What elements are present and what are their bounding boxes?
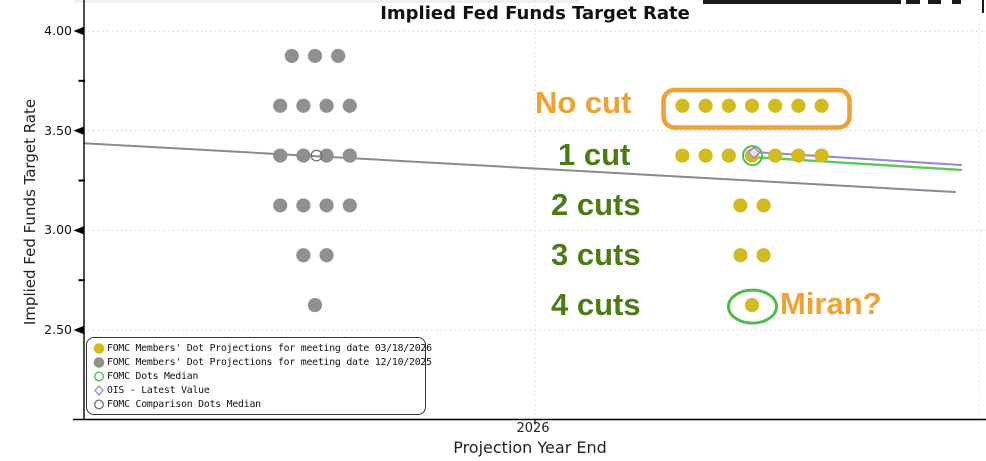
gray-dot — [296, 198, 311, 213]
gray-dot — [331, 48, 346, 64]
gray-dot — [273, 98, 288, 113]
no-cut-highlight-box — [661, 87, 852, 130]
legend-item: FOMC Members' Dot Projections for meetin… — [93, 355, 432, 369]
annotation-3-cuts: 3 cuts — [551, 237, 641, 272]
gray-dot — [307, 297, 323, 313]
legend-item-label: OIS - Latest Value — [107, 384, 210, 396]
gray-dot — [319, 148, 334, 163]
yellow-dot — [721, 98, 736, 113]
trend-line-path-green — [749, 155, 963, 172]
fomc-comparison-median-marker — [310, 149, 323, 162]
legend-item-label: FOMC Members' Dot Projections for meetin… — [107, 356, 432, 368]
y-tick-arrow — [73, 325, 84, 335]
yellow-dot — [768, 98, 783, 113]
yellow-dot — [744, 98, 760, 113]
trend-line-ois-forward-curve-gray — [83, 142, 956, 194]
trend-line-path-purple — [753, 150, 962, 166]
y-tick-arrow — [73, 226, 84, 235]
gray-dot — [342, 198, 357, 213]
legend-item-label: FOMC Comparison Dots Median — [107, 398, 261, 410]
chart-title: Implied Fed Funds Target Rate — [380, 3, 690, 24]
legend-open-circle-icon — [93, 398, 107, 411]
y-tick-arrow — [73, 126, 84, 135]
y-tick-label: 2.50 — [44, 321, 72, 337]
gray-dot — [319, 248, 334, 263]
legend-item: FOMC Dots Median — [93, 369, 419, 383]
yellow-dot — [814, 148, 829, 163]
annotation-miran: Miran? — [780, 286, 882, 321]
gray-dot — [273, 148, 288, 163]
legend-item-label: FOMC Dots Median — [107, 370, 199, 382]
x-tick-2026: 2026 — [516, 421, 550, 436]
yellow-dot — [721, 148, 736, 163]
yellow-dot — [791, 98, 806, 113]
x-axis-title: Projection Year End — [453, 438, 607, 457]
fomc-dots-median-marker — [742, 145, 763, 167]
legend-item: FOMC Comparison Dots Median — [93, 397, 419, 411]
legend-item-label: FOMC Members' Dot Projections for meetin… — [107, 342, 432, 354]
yellow-dot — [744, 297, 760, 313]
gray-dot — [273, 198, 288, 213]
legend-filled-circle-icon — [93, 342, 107, 355]
gray-dot — [319, 98, 334, 113]
chart-legend: FOMC Members' Dot Projections for meetin… — [86, 337, 432, 415]
legend-item: FOMC Members' Dot Projections for meetin… — [93, 341, 432, 355]
gray-dot — [296, 148, 311, 163]
miran-highlight-ellipse — [727, 288, 778, 325]
clipped-toolbar-remnant — [952, 0, 961, 4]
y-tick-label: 4.00 — [44, 23, 72, 38]
yellow-dot — [814, 98, 829, 113]
clipped-border-remnant — [982, 0, 984, 13]
gray-dot — [284, 48, 299, 64]
annotation-1-cut: 1 cut — [558, 137, 631, 172]
clipped-toolbar-remnant — [906, 0, 920, 4]
clipped-toolbar-remnant — [928, 0, 941, 4]
clipped-toolbar-remnant — [75, 0, 580, 3]
yellow-dot — [756, 198, 771, 213]
yellow-dot — [675, 148, 690, 163]
y-tick-arrow — [73, 26, 84, 36]
legend-open-diamond-icon — [93, 384, 107, 397]
legend-open-circle-icon — [93, 370, 107, 383]
legend-item: OIS - Latest Value — [93, 383, 419, 397]
yellow-dot — [698, 148, 713, 163]
y-tick-label: 3.50 — [44, 122, 72, 138]
yellow-dot — [698, 98, 713, 113]
ois-latest-value-marker — [747, 146, 761, 160]
gray-dot — [319, 198, 334, 213]
yellow-dot — [791, 148, 806, 163]
gray-dot — [296, 248, 311, 263]
yellow-dot — [733, 198, 748, 213]
yellow-dot — [768, 148, 783, 163]
gray-dot — [307, 48, 323, 64]
annotation-2-cuts: 2 cuts — [551, 187, 641, 222]
gray-dot — [296, 98, 311, 113]
y-tick-label: 3.00 — [44, 222, 72, 238]
gray-dot — [342, 148, 357, 163]
gray-dot — [342, 98, 357, 113]
yellow-dot — [675, 98, 690, 113]
annotation-no-cut: No cut — [535, 85, 632, 120]
clipped-toolbar-remnant — [703, 0, 901, 4]
annotation-4-cuts: 4 cuts — [551, 287, 641, 322]
yellow-dot — [756, 248, 771, 263]
yellow-dot — [733, 248, 748, 263]
legend-filled-circle-icon — [93, 356, 107, 369]
